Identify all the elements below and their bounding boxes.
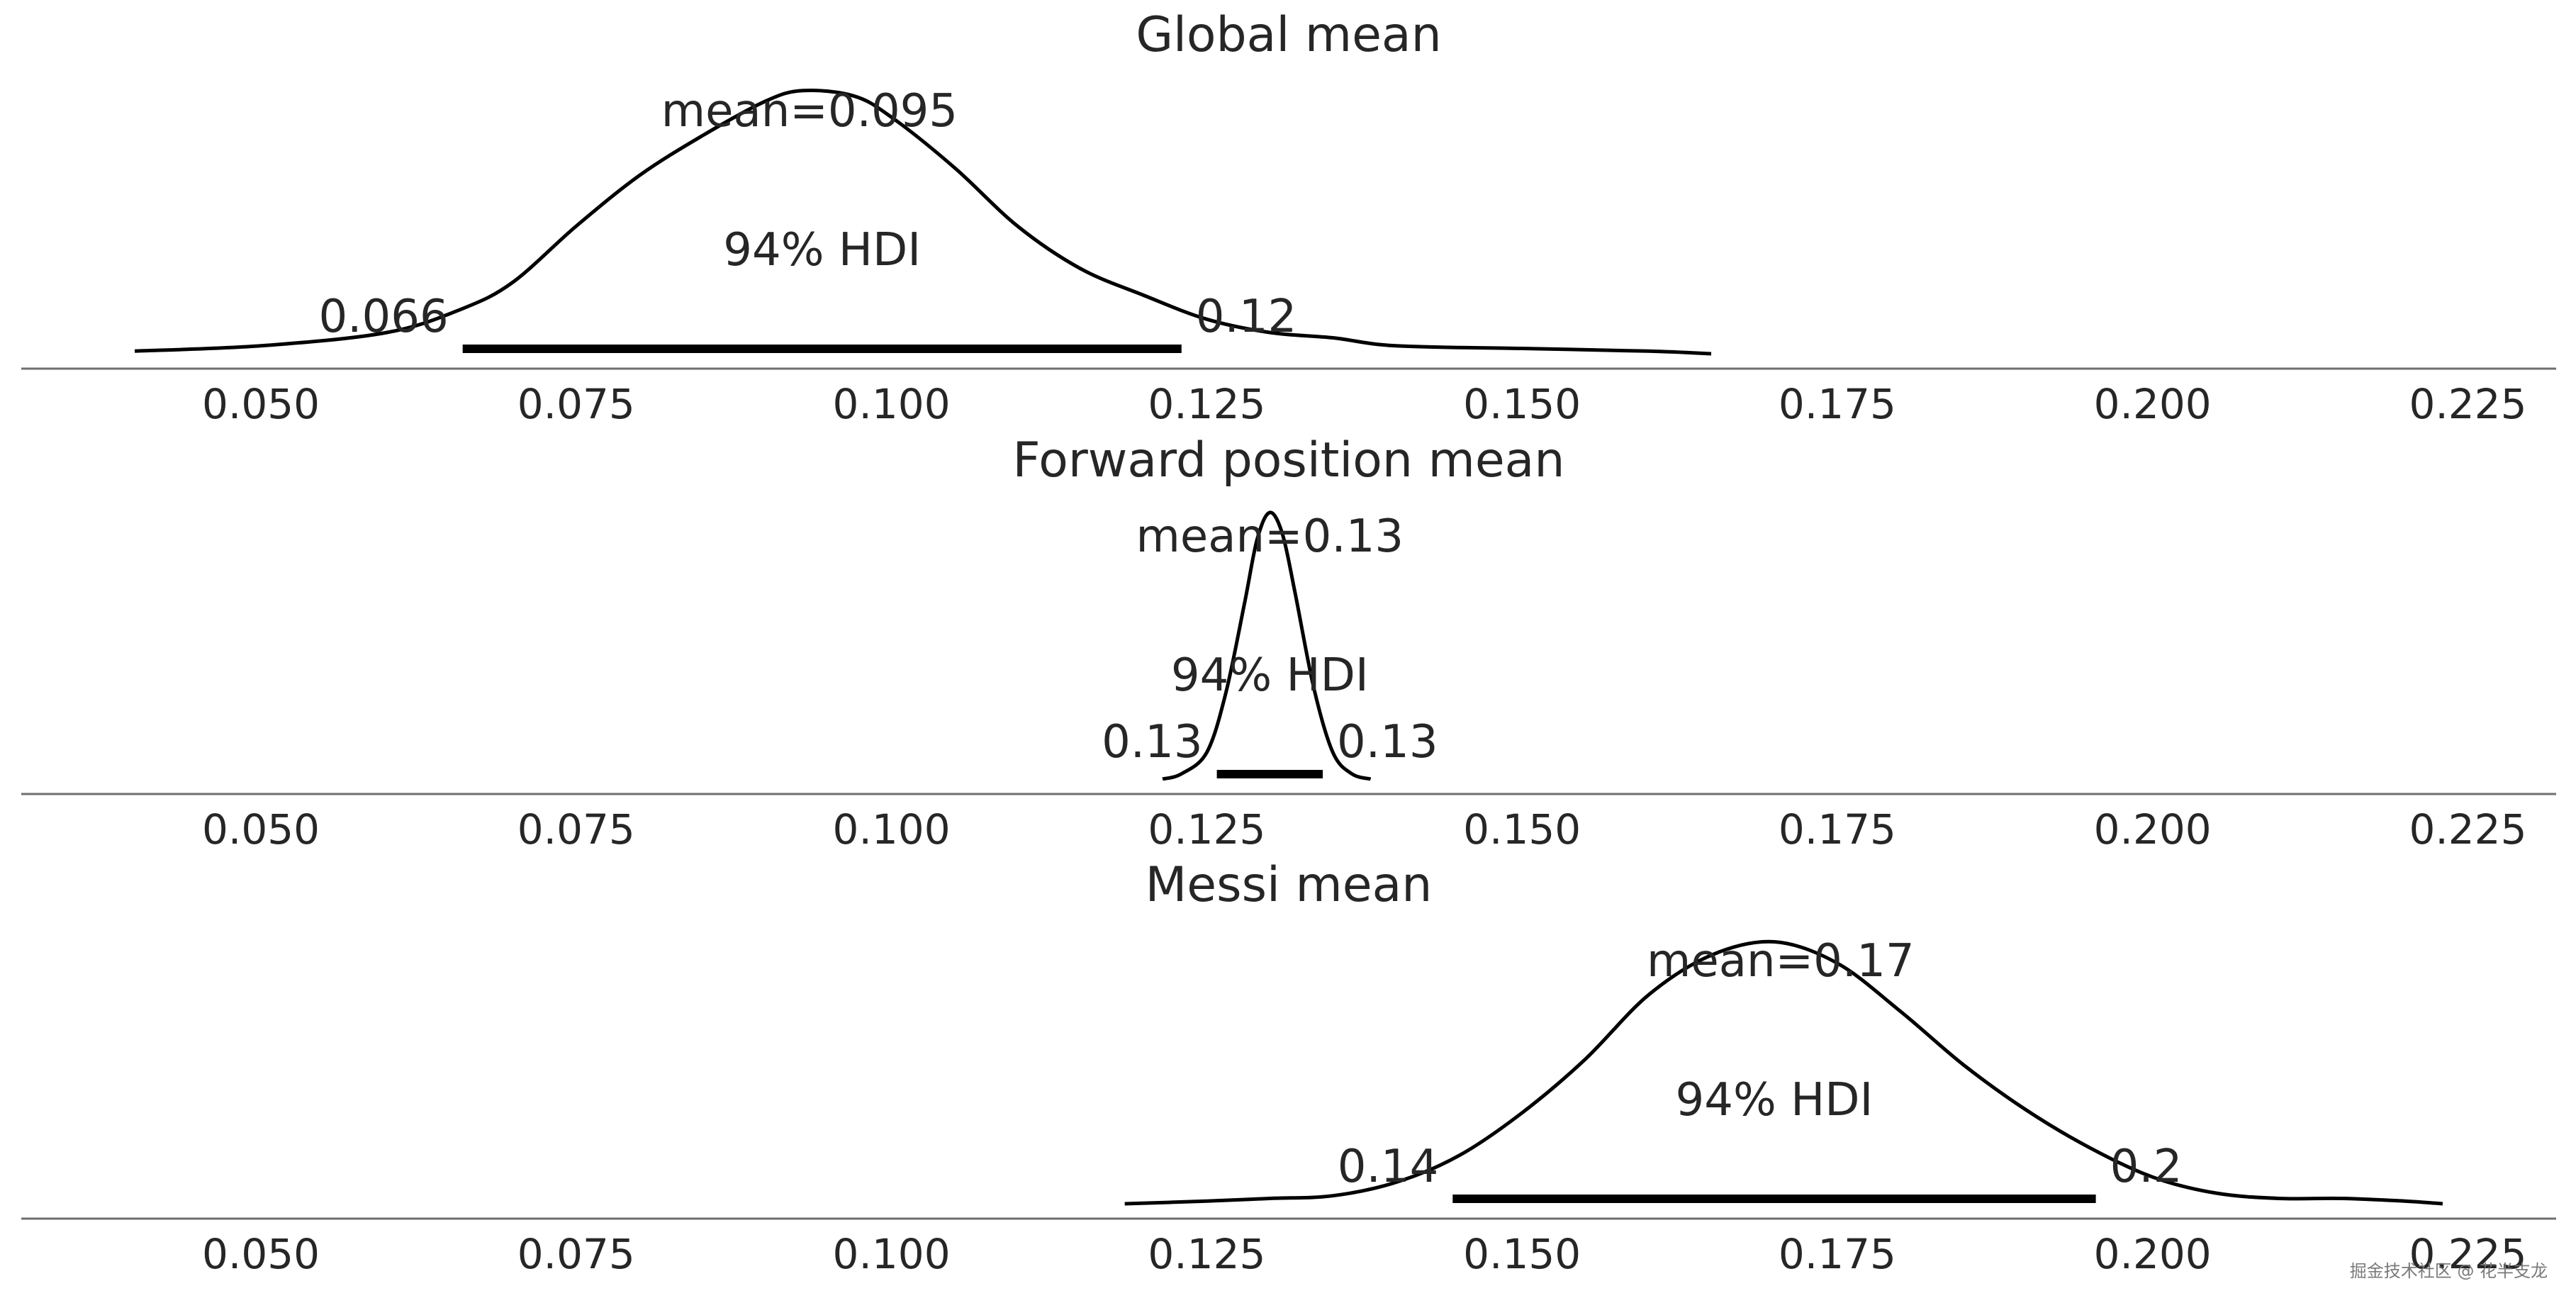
mean-label: mean=0.13	[1136, 510, 1404, 563]
mean-label: mean=0.095	[661, 85, 958, 138]
x-tick-label: 0.100	[833, 380, 951, 428]
x-tick-label: 0.075	[517, 380, 635, 428]
x-tick-label: 0.175	[1779, 805, 1896, 854]
x-tick-label: 0.100	[833, 805, 951, 854]
panel-1: 0.050 0.075 0.100 0.125 0.150 0.175 0.200 0.225…	[21, 7, 2556, 428]
hdi-label: 94% HDI	[723, 224, 921, 276]
hdi-low-label: 0.13	[1102, 716, 1203, 768]
hdi-high-label: 0.2	[2110, 1141, 2183, 1193]
x-tick-label: 0.050	[202, 1230, 320, 1278]
x-tick-label: 0.175	[1779, 380, 1896, 428]
x-tick-label: 0.050	[202, 380, 320, 428]
hdi-high-label: 0.13	[1337, 716, 1438, 768]
x-tick-label: 0.125	[1148, 380, 1265, 428]
x-tick-label: 0.150	[1463, 380, 1581, 428]
x-tick-label: 0.175	[1779, 1230, 1896, 1278]
mean-label: mean=0.17	[1647, 935, 1915, 988]
panel-title: Forward position mean	[1013, 432, 1565, 488]
watermark-text: 掘金技术社区 @ 花半支龙	[2350, 1257, 2548, 1282]
hdi-high-label: 0.12	[1196, 291, 1297, 343]
x-tick-label: 0.075	[517, 805, 635, 854]
x-tick-label: 0.200	[2094, 380, 2212, 428]
x-tick-label: 0.150	[1463, 1230, 1581, 1278]
x-tick-label: 0.225	[2409, 805, 2526, 854]
hdi-label: 94% HDI	[1676, 1074, 1874, 1126]
x-tick-label: 0.150	[1463, 805, 1581, 854]
panel-2: 0.050 0.075 0.100 0.125 0.150 0.175 0.200 0.225…	[21, 432, 2556, 854]
hdi-low-label: 0.066	[318, 291, 448, 343]
x-tick-label: 0.050	[202, 805, 320, 854]
x-tick-label: 0.225	[2409, 380, 2526, 428]
x-tick-label: 0.125	[1148, 805, 1265, 854]
x-tick-label: 0.100	[833, 1230, 951, 1278]
x-tick-label: 0.200	[2094, 805, 2212, 854]
x-tick-label: 0.200	[2094, 1230, 2212, 1278]
x-tick-label: 0.125	[1148, 1230, 1265, 1278]
hdi-low-label: 0.14	[1338, 1141, 1439, 1193]
hdi-label: 94% HDI	[1171, 649, 1369, 702]
panel-title: Messi mean	[1146, 857, 1433, 913]
x-tick-label: 0.075	[517, 1230, 635, 1278]
panel-title: Global mean	[1136, 7, 1441, 63]
